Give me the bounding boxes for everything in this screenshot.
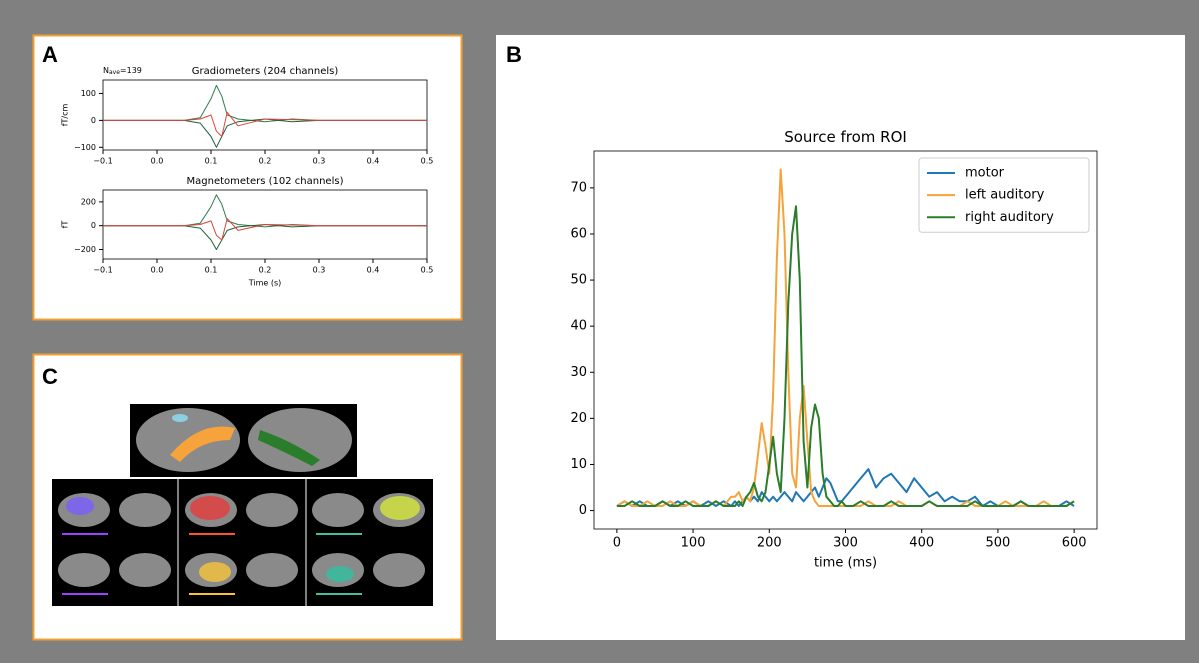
y-tick-label: 10 <box>570 457 587 472</box>
x-tick-label: 300 <box>833 535 858 550</box>
activation <box>199 562 231 582</box>
panel-label: B <box>506 42 522 67</box>
colorbar <box>62 593 108 595</box>
nave-rest: =139 <box>120 66 142 75</box>
y-tick-label: 30 <box>570 365 587 380</box>
y-tick-label: 60 <box>570 226 587 241</box>
x-tick-label: 0.1 <box>205 156 218 165</box>
x-tick-label: 0.5 <box>421 156 434 165</box>
legend-label: motor <box>965 166 1005 181</box>
colorbar <box>316 533 362 535</box>
series-line <box>103 218 427 241</box>
chart-title: Source from ROI <box>784 128 907 146</box>
nave-text: N <box>103 66 109 75</box>
legend-label: left auditory <box>965 188 1045 203</box>
y-tick-label: 20 <box>570 411 587 426</box>
brain-images <box>52 404 433 606</box>
x-tick-label: 600 <box>1062 535 1087 550</box>
activation <box>326 566 354 582</box>
chart-title: Gradiometers (204 channels) <box>192 66 339 77</box>
x-tick-label: 0.0 <box>151 156 164 165</box>
panel-label: C <box>42 364 58 389</box>
x-tick-label: 400 <box>909 535 934 550</box>
x-axis-label: Time (s) <box>248 279 282 288</box>
x-tick-label: −0.1 <box>93 156 112 165</box>
y-tick-label: 100 <box>81 89 96 98</box>
nave-annotation: Nave=139 <box>103 66 142 76</box>
panel-label: A <box>42 42 58 67</box>
y-tick-label: 0 <box>579 503 587 518</box>
x-tick-label: 0.0 <box>151 265 164 274</box>
x-tick-label: 0 <box>613 535 621 550</box>
legend-box <box>918 157 1090 233</box>
series-line <box>103 111 427 137</box>
x-tick-label: 0.3 <box>313 156 326 165</box>
x-tick-label: −0.1 <box>93 265 112 274</box>
y-axis-label: fT/cm <box>61 104 70 127</box>
chart-title: Magnetometers (102 channels) <box>187 176 344 187</box>
x-tick-label: 200 <box>757 535 782 550</box>
activation <box>380 496 420 520</box>
x-tick-label: 100 <box>681 535 706 550</box>
brain <box>248 408 352 472</box>
roi <box>172 414 188 422</box>
plot-area <box>102 79 428 151</box>
image-frame <box>52 479 433 606</box>
brain <box>312 493 364 527</box>
brain <box>373 553 425 587</box>
x-tick-label: 0.4 <box>367 265 380 274</box>
series-line <box>616 205 1075 507</box>
colorbar <box>189 533 235 535</box>
colorbar <box>62 533 108 535</box>
roi <box>170 426 235 462</box>
x-tick-label: 0.3 <box>313 265 326 274</box>
y-tick-label: 70 <box>570 180 587 195</box>
legend-label: right auditory <box>965 210 1054 225</box>
y-axis-label: fT <box>61 221 70 229</box>
x-tick-label: 500 <box>986 535 1011 550</box>
y-tick-label: −100 <box>74 143 96 152</box>
activation <box>190 496 230 520</box>
brain <box>58 553 110 587</box>
x-tick-label: 0.5 <box>421 265 434 274</box>
y-tick-label: −200 <box>74 245 96 254</box>
x-tick-label: 0.2 <box>259 156 272 165</box>
x-tick-label: 0.4 <box>367 156 380 165</box>
x-axis-label: time (ms) <box>814 556 877 571</box>
y-tick-label: 0 <box>91 221 96 230</box>
y-tick-label: 200 <box>81 197 96 206</box>
brain <box>246 553 298 587</box>
y-tick-label: 40 <box>570 319 587 334</box>
y-tick-label: 50 <box>570 273 587 288</box>
colorbar <box>189 593 235 595</box>
x-tick-label: 0.1 <box>205 265 218 274</box>
brain <box>246 493 298 527</box>
nave-sub: ave <box>109 69 120 76</box>
activation <box>66 497 94 515</box>
brain <box>119 493 171 527</box>
brain <box>119 553 171 587</box>
y-tick-label: 0 <box>91 116 96 125</box>
x-tick-label: 0.2 <box>259 265 272 274</box>
colorbar <box>316 593 362 595</box>
roi <box>258 430 320 466</box>
